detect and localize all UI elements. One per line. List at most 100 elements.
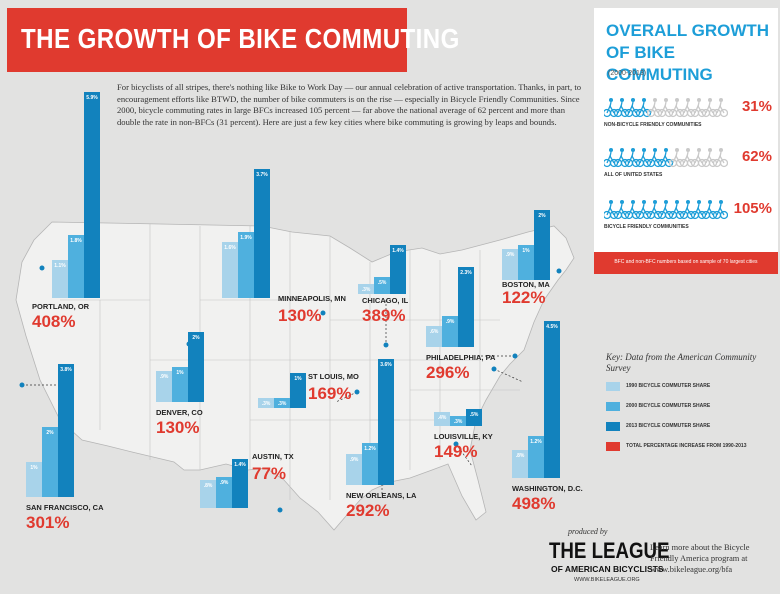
legend-label: TOTAL PERCENTAGE INCREASE FROM 1990-2013 [626, 443, 747, 449]
cyclist-icon [604, 98, 619, 118]
bar-1990: .3% [358, 283, 374, 294]
bar-2013: 1% [290, 373, 306, 408]
city-increase: 301% [26, 513, 70, 532]
city-name: SAN FRANCISCO, CA [26, 503, 104, 512]
intro-paragraph: For bicyclists of all stripes, there's n… [117, 82, 582, 127]
overall-growth-value: 31% [741, 98, 772, 115]
bar-value-label: 1% [30, 465, 38, 471]
bar-value-label: 2.3% [460, 269, 472, 276]
city-name: ST LOUIS, MO [308, 372, 359, 381]
bar-value-label: .8% [203, 483, 213, 489]
bar-1990: .4% [434, 412, 450, 426]
bar-1990: 1.6% [222, 242, 238, 298]
overall-growth-footnote: BFC and non-BFC numbers based on sample … [614, 259, 758, 265]
bar-value-label: 3.7% [256, 171, 268, 178]
bar-value-label: .3% [277, 400, 287, 407]
cyclist-icons [604, 148, 728, 168]
city-increase: 389% [362, 306, 406, 325]
bar-value-label: 1% [294, 376, 302, 382]
bar-1990: .6% [426, 326, 442, 347]
bar-2013: 3.6% [378, 359, 394, 485]
overall-growth-label: ALL OF UNITED STATES [604, 172, 663, 178]
learn-more-text[interactable]: Learn more about the Bicycle Friendly Am… [650, 543, 750, 574]
city-increase: 130% [156, 418, 200, 437]
bar-2013: 2.3% [458, 266, 474, 347]
legend: Key: Data from the American Community Su… [606, 352, 778, 451]
cyclist-icon [604, 148, 619, 168]
city-increase: 77% [252, 464, 287, 483]
legend-title: Key: Data from the American Community Su… [606, 352, 757, 373]
cyclist-icons [604, 98, 728, 118]
city-increase: 292% [346, 501, 390, 520]
bar-value-label: .5% [469, 411, 479, 418]
cyclist-icon [624, 148, 641, 168]
overall-growth-label: BICYCLE FRIENDLY COMMUNITIES [604, 224, 689, 230]
overall-growth-row: 105% BICYCLE FRIENDLY COMMUNITIES [604, 198, 774, 238]
bar-2000: 1% [172, 367, 188, 402]
bar-1990: .8% [512, 450, 528, 478]
title-banner: THE GROWTH OF BIKE COMMUTING [7, 8, 459, 72]
cyclist-icon [624, 98, 641, 118]
bar-2000: 1.2% [362, 443, 378, 485]
page-title: THE GROWTH OF BIKE COMMUTING [21, 23, 460, 54]
state-lines [60, 224, 520, 500]
bar-2000: 1.8% [68, 235, 84, 298]
bar-2013: 4.5% [544, 320, 560, 478]
bar-2013: 2% [188, 332, 204, 402]
bar-value-label: .3% [453, 418, 463, 425]
league-url: WWW.BIKELEAGUE.ORG [574, 577, 640, 583]
bar-value-label: 1% [522, 248, 530, 254]
bar-1990: 1.1% [52, 259, 68, 298]
city-increase: 498% [512, 494, 556, 513]
bar-value-label: 3.6% [380, 362, 392, 368]
bar-2000: 1% [518, 245, 534, 280]
cyclist-icon [613, 148, 630, 168]
overall-growth-label: NON-BICYCLE FRIENDLY COMMUNITIES [604, 122, 702, 128]
bar-value-label: .9% [159, 373, 169, 380]
cyclist-icon [701, 200, 718, 220]
cyclist-icon [657, 200, 674, 220]
cyclist-icon [635, 148, 652, 168]
bar-2000: .5% [374, 276, 390, 294]
cyclist-icon [701, 148, 718, 168]
bar-value-label: .9% [505, 251, 515, 258]
city-increase: 408% [32, 312, 76, 331]
bar-value-label: 5.9% [86, 94, 98, 101]
cyclist-icon [701, 98, 718, 118]
bar-2013: 5.9% [84, 91, 100, 298]
bar-value-label: 1.4% [392, 248, 404, 254]
overall-growth-value: 105% [733, 200, 772, 217]
bar-value-label: .3% [361, 286, 371, 293]
bar-1990: .9% [502, 248, 518, 280]
cyclist-icon [657, 148, 674, 168]
bar-value-label: 1.6% [224, 245, 236, 251]
overall-growth-row: 62% ALL OF UNITED STATES [604, 146, 774, 186]
city-name: PHILADELPHIA, PA [426, 353, 496, 362]
bar-value-label: .8% [515, 453, 525, 459]
bar-value-label: 1.8% [70, 238, 82, 244]
cyclist-icon [679, 200, 696, 220]
city-name: PORTLAND, OR [32, 302, 90, 311]
bar-2013: 3.8% [58, 364, 74, 497]
league-logo-line2: OF AMERICAN BICYCLISTS [551, 564, 664, 574]
bar-value-label: .9% [445, 318, 455, 325]
city-name: LOUISVILLE, KY [434, 432, 493, 441]
overall-growth-panel: OVERALL GROWTH OF BIKE COMMUTING (2000-2… [594, 8, 778, 274]
bar-value-label: 1% [176, 370, 184, 376]
cyclist-icon [679, 148, 696, 168]
bar-2000: 2% [42, 427, 58, 497]
legend-swatch [606, 382, 620, 391]
cyclist-icon [624, 200, 641, 220]
legend-label: 2013 BICYCLE COMMUTER SHARE [626, 423, 711, 429]
cyclist-icon [635, 98, 652, 118]
city-name: WASHINGTON, D.C. [512, 484, 583, 493]
cyclist-icon [646, 98, 663, 118]
league-logo-line1: THE LEAGUE [549, 538, 670, 563]
bar-1990: 1% [26, 462, 42, 497]
bar-value-label: 4.5% [546, 323, 558, 330]
bar-1990: .3% [258, 397, 274, 408]
bar-2013: 1.4% [232, 459, 248, 508]
bar-value-label: 1.1% [54, 262, 66, 269]
cyclist-icon [635, 200, 652, 220]
